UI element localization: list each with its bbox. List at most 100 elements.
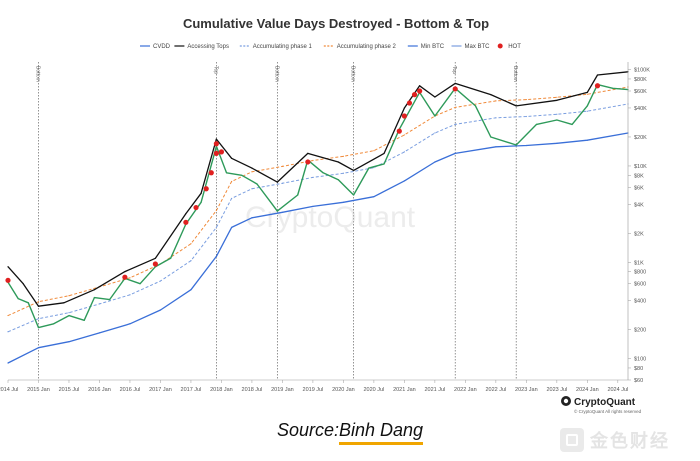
- series-point: [281, 182, 284, 184]
- hot-point: [193, 204, 199, 211]
- series-accumulating-phase-1: [7, 103, 629, 333]
- chart-legend: CVDD Accessing Tops Accumulating phase 1 Ac…: [140, 43, 521, 50]
- legend-item: Max BTC: [451, 44, 491, 50]
- series-point: [68, 341, 70, 343]
- series-point: [525, 98, 527, 101]
- series-point: [225, 172, 228, 174]
- series-point: [159, 280, 162, 282]
- series-point: [129, 294, 131, 296]
- series-point: [241, 174, 243, 176]
- x-tick-label: 2024 Jan: [576, 387, 599, 393]
- legend-label: Accessing Tops: [187, 44, 229, 50]
- hot-point: [183, 219, 189, 225]
- series-point: [556, 96, 558, 98]
- series-point: [474, 105, 477, 107]
- series-point: [403, 151, 405, 153]
- hot-point: [218, 149, 225, 155]
- y-tick-label: $80K: [634, 77, 647, 83]
- hot-point: [417, 88, 423, 94]
- y-tick-label: $60: [634, 378, 643, 384]
- series-point: [434, 161, 436, 163]
- series-point: [68, 312, 70, 314]
- series-point: [68, 314, 70, 317]
- series-point: [434, 96, 436, 98]
- series-point: [571, 123, 573, 126]
- series-point: [434, 115, 436, 117]
- series-point: [454, 123, 456, 126]
- legend-swatch: [497, 43, 503, 49]
- series-point: [22, 283, 24, 285]
- x-tick-label: 2019 Jan: [271, 387, 294, 393]
- site-logo-text: 金色财经: [590, 431, 670, 452]
- series-point: [7, 362, 9, 364]
- legend-label: Accumulating phase 2: [337, 44, 397, 50]
- series-point: [231, 197, 233, 200]
- y-tick-label: $4K: [634, 202, 644, 208]
- series-point: [373, 150, 375, 152]
- series-point: [98, 332, 101, 334]
- series-point: [490, 94, 492, 96]
- series-point: [495, 117, 497, 119]
- series-point: [352, 194, 355, 196]
- series-point: [586, 110, 588, 112]
- x-tick-label: 2016 Jul: [120, 387, 141, 393]
- y-tick-label: $400: [634, 299, 646, 305]
- series-point: [276, 181, 278, 183]
- x-tick-label: 2015 Jan: [27, 387, 50, 393]
- y-tick-label: $800: [634, 270, 646, 276]
- series-point: [7, 266, 9, 268]
- series-point: [200, 192, 202, 194]
- legend-label: Max BTC: [465, 44, 491, 50]
- series-point: [124, 271, 126, 273]
- series-point: [495, 100, 497, 102]
- legend-item: Accumulating phase 1: [239, 44, 313, 50]
- series-point: [515, 105, 517, 107]
- series-cvdd: [7, 132, 629, 364]
- brand-name: CryptoQuant: [574, 397, 636, 408]
- series-point: [7, 314, 9, 317]
- x-tick-label: 2017 Jan: [149, 387, 172, 393]
- legend-item: Accumulating phase 2: [323, 44, 397, 50]
- hot-point: [411, 92, 418, 98]
- hot-point: [401, 113, 407, 119]
- series-point: [37, 318, 40, 320]
- series-point: [490, 136, 492, 138]
- series-point: [342, 155, 345, 157]
- y-tick-label: $8K: [634, 173, 644, 179]
- series-point: [276, 210, 278, 212]
- series-point: [322, 172, 324, 174]
- y-tick-label: $100K: [634, 68, 650, 74]
- hot-point: [213, 141, 219, 147]
- series-point: [383, 163, 385, 165]
- legend-label: HOT: [508, 44, 521, 50]
- series-point: [454, 106, 456, 109]
- vertical-marker-label: Top: [212, 66, 218, 74]
- chart-title: Cumulative Value Days Destroyed - Bottom…: [183, 16, 489, 31]
- hot-point: [213, 150, 219, 157]
- x-tick-label: 2023 Jan: [515, 387, 538, 393]
- series-point: [251, 188, 253, 190]
- series-btc-price: [7, 83, 629, 329]
- x-axis: 2014 Jul 2015 Jan 2015 Jul 2016 Jan 2016 Jul…: [0, 379, 628, 393]
- legend-label: Accumulating phase 1: [253, 44, 313, 50]
- x-tick-label: 2023 Jul: [546, 387, 567, 393]
- hot-point: [122, 274, 128, 280]
- series-point: [307, 152, 309, 155]
- series-point: [403, 107, 405, 109]
- hot-point: [203, 186, 209, 192]
- y-tick-label: $2K: [634, 231, 644, 237]
- source-caption: Source: Binh Dang: [0, 420, 700, 450]
- x-tick-label: 2019 Jul: [303, 387, 324, 393]
- y-tick-label: $20K: [634, 135, 647, 141]
- x-tick-label: 2016 Jan: [88, 387, 111, 393]
- series-point: [586, 91, 588, 94]
- y-tick-label: $6K: [634, 185, 644, 191]
- vertical-marker-label: Bottom: [350, 66, 356, 82]
- series-point: [109, 298, 111, 301]
- series-point: [312, 205, 314, 208]
- y-tick-label: $600: [634, 282, 646, 288]
- legend-label: CVDD: [153, 44, 171, 50]
- vertical-marker-label: Bottom: [512, 66, 518, 82]
- x-tick-label: 2022 Jan: [454, 387, 477, 393]
- series-point: [596, 74, 599, 76]
